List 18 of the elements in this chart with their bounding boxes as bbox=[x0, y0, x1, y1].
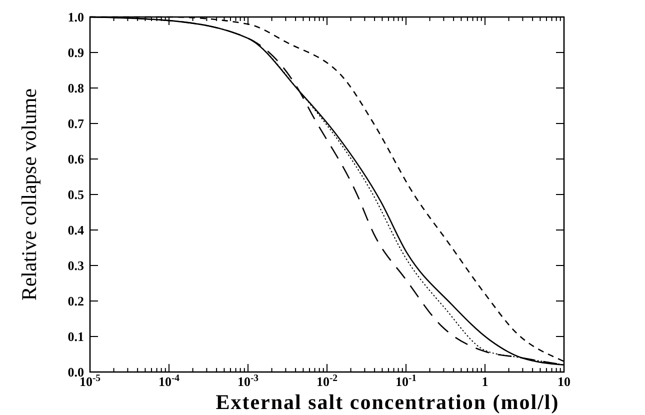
x-tick-label: 10 bbox=[558, 374, 570, 389]
y-axis-title: Relative collapse volume bbox=[17, 88, 41, 301]
x-tick-label: 10$^{-1}$ bbox=[395, 372, 417, 389]
y-tick-label: 0.8 bbox=[68, 80, 84, 96]
x-tick-label: 1 bbox=[482, 374, 488, 389]
y-tick-label: 0.4 bbox=[68, 222, 84, 238]
y-tick-label: 0.7 bbox=[68, 116, 84, 131]
y-tick-label: 0.9 bbox=[68, 45, 84, 60]
y-tick-label: 0.1 bbox=[68, 329, 84, 344]
y-tick-label: 0.5 bbox=[68, 187, 84, 202]
x-tick-label: 10$^{-2}$ bbox=[316, 372, 338, 389]
y-tick-label: 0.6 bbox=[68, 152, 84, 166]
x-tick-label: 10$^{-3}$ bbox=[237, 372, 259, 389]
y-tick-label: 0.2 bbox=[68, 294, 84, 308]
x-axis-title: External salt concentration (mol/l) bbox=[216, 390, 560, 414]
y-tick-label: 1.0 bbox=[68, 10, 84, 24]
x-tick-label: 10$^{-4}$ bbox=[158, 372, 180, 389]
y-tick-label: 0.3 bbox=[68, 258, 84, 273]
